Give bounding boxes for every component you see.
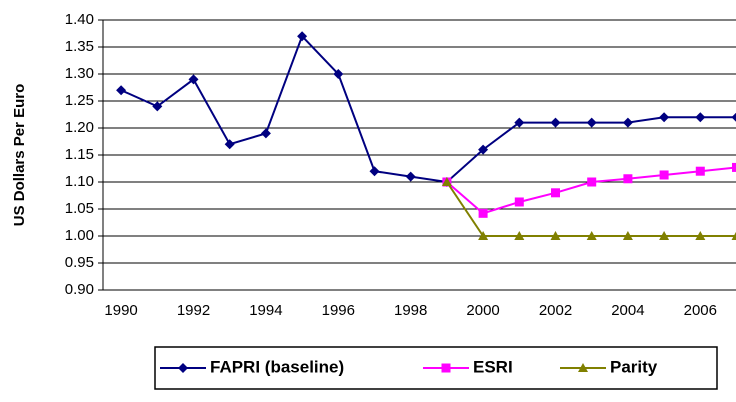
point	[731, 231, 736, 240]
y-tick-label: 1.05	[65, 200, 94, 217]
x-tick-label: 2000	[466, 302, 499, 319]
point	[732, 162, 736, 172]
y-tick-label: 1.25	[65, 92, 94, 109]
series-line	[120, 34, 736, 184]
y-tick-label: 1.20	[65, 119, 94, 136]
point	[622, 231, 633, 240]
point	[514, 197, 524, 207]
point	[659, 231, 670, 240]
series-line	[446, 166, 736, 215]
x-tick-label: 1990	[104, 302, 137, 319]
point	[659, 170, 669, 180]
point	[659, 112, 670, 123]
x-tick-label: 1998	[394, 302, 427, 319]
y-tick-label: 1.30	[65, 65, 94, 82]
point	[260, 128, 271, 139]
legend-label: FAPRI (baseline)	[210, 357, 344, 376]
point	[441, 363, 451, 373]
x-tick-label: 1994	[249, 302, 282, 319]
x-tick-label: 2006	[684, 302, 717, 319]
point	[731, 112, 736, 122]
point	[695, 166, 705, 176]
point	[695, 112, 706, 123]
point	[550, 117, 561, 128]
point	[586, 231, 597, 240]
point	[441, 177, 452, 186]
point	[478, 208, 488, 218]
y-tick-label: 0.95	[65, 254, 94, 271]
point	[369, 166, 380, 177]
legend-label: ESRI	[473, 357, 513, 376]
point	[297, 31, 308, 42]
point	[695, 231, 706, 240]
point	[587, 177, 597, 187]
point	[550, 231, 561, 240]
point	[578, 363, 588, 372]
x-tick-label: 2004	[611, 302, 644, 319]
point	[188, 74, 199, 85]
point	[478, 231, 489, 240]
point	[514, 231, 525, 240]
y-tick-label: 1.40	[65, 11, 94, 28]
point	[586, 117, 597, 128]
point	[478, 144, 489, 155]
y-tick-label: 1.15	[65, 146, 94, 163]
point	[514, 117, 525, 128]
point	[623, 174, 633, 184]
point	[333, 69, 344, 79]
x-tick-label: 1992	[177, 302, 210, 319]
point	[405, 171, 416, 182]
y-axis-label: US Dollars Per Euro	[11, 84, 28, 227]
y-tick-label: 1.10	[65, 173, 94, 190]
x-tick-label: 1996	[322, 302, 355, 319]
point	[116, 85, 127, 96]
point	[622, 117, 633, 128]
point	[178, 363, 188, 373]
y-tick-label: 0.90	[65, 281, 94, 298]
x-tick-label: 2002	[539, 302, 572, 319]
legend-label: Parity	[610, 357, 658, 376]
point	[551, 188, 560, 198]
point	[152, 101, 163, 112]
point	[224, 139, 235, 150]
y-tick-label: 1.35	[65, 38, 94, 55]
y-tick-label: 1.00	[65, 227, 94, 244]
